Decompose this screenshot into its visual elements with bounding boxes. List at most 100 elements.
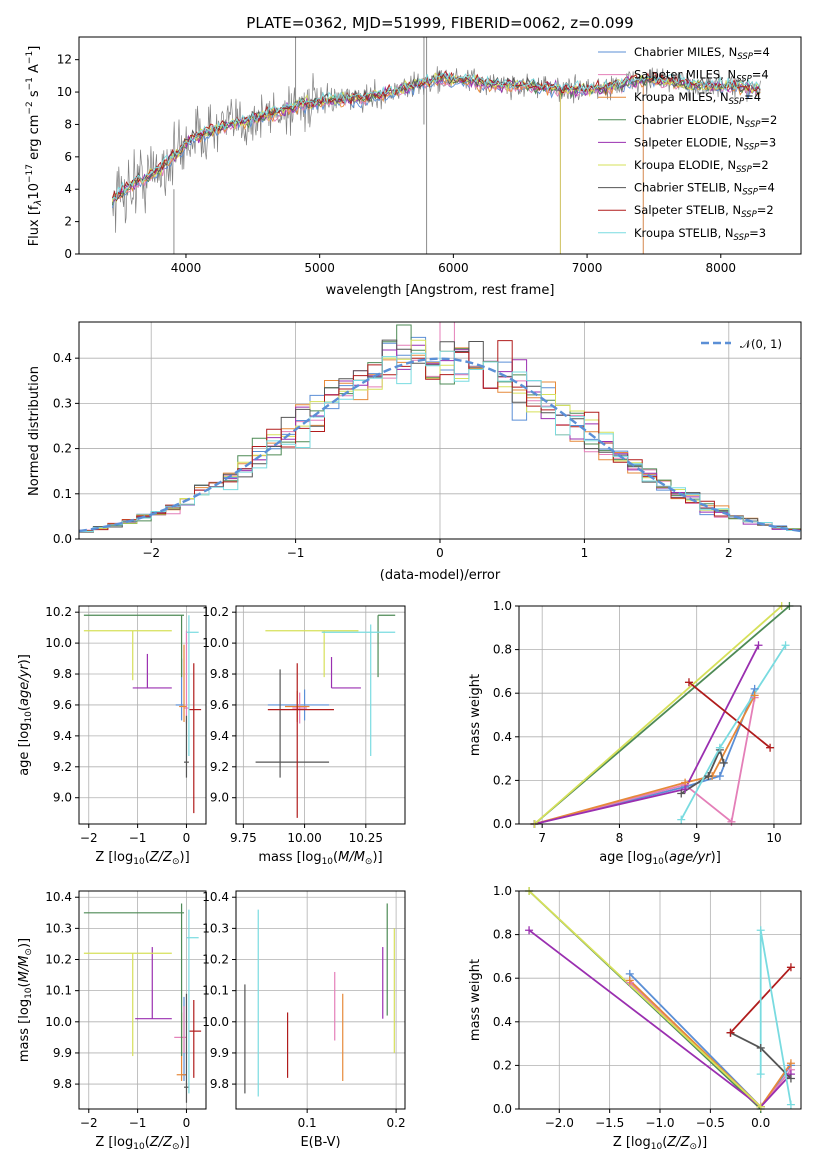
spectrum-xtick-label: 5000: [304, 261, 335, 275]
ageZ-ylabel: age [log10(age/yr)]: [17, 654, 34, 776]
wAge-line-kroupa-miles: [534, 694, 756, 824]
massEbv-xtick-label: 0.1: [298, 1116, 317, 1130]
ageM-xlabel: mass [log10(M/M⊙)]: [258, 850, 382, 867]
wZ-marker-kroupa-miles: [786, 1059, 795, 1068]
wZ-marker-kroupa-stelib: [756, 926, 765, 935]
hist-xtick-label: −1: [287, 546, 305, 560]
massEbv-xlabel: E(B-V): [300, 1135, 340, 1150]
legend-label-chabrier-miles: Chabrier MILES, NSSP=4: [634, 45, 770, 62]
hist-frame: [78, 321, 802, 540]
wAge-line-salpeter-stelib: [688, 681, 771, 749]
wAge-marker-kroupa-stelib: [677, 815, 686, 824]
spectrum-xtick-label: 4000: [171, 261, 202, 275]
wAge-marker-kroupa-stelib: [781, 641, 790, 650]
wZ-marker-salpeter-stelib: [726, 1028, 735, 1037]
wAge-xtick-label: 9: [693, 831, 701, 845]
wAge-marker-kroupa-stelib: [715, 743, 724, 752]
wZ-xlabel: Z [log10(Z/Z⊙)]: [613, 1135, 707, 1152]
clip-massZ-group: [83, 903, 202, 1103]
wAge-marker-kroupa-miles: [750, 691, 759, 700]
wAge-marker-salpeter-elodie: [681, 785, 690, 794]
wZ-marker-chabrier-stelib: [786, 1074, 795, 1083]
wZ-xtick-label: −0.5: [696, 1116, 725, 1130]
hist-xtick-label: −2: [142, 546, 160, 560]
hist-ytick-label: 0.0: [53, 532, 72, 546]
wZ-xtick-label: 0.0: [751, 1116, 770, 1130]
wZ-marker-kroupa-miles: [625, 976, 634, 985]
ageM-ytick-label: 10.0: [202, 636, 229, 650]
clip-spec-group: [111, 37, 761, 254]
wZ-marker-salpeter-elodie: [525, 926, 534, 935]
spectrum-ytick-label: 10: [57, 85, 72, 99]
wZ-marker-salpeter-stelib: [786, 963, 795, 972]
wAge-line-salpeter-miles: [534, 697, 756, 824]
massZ-xlabel: Z [log10(Z/Z⊙)]: [95, 1135, 189, 1152]
massEbv-ytick-label: 10.4: [202, 890, 229, 904]
spectrum-xtick-label: 6000: [438, 261, 469, 275]
ageM-ytick-label: 9.6: [210, 698, 229, 712]
hist-normal-curve: [79, 357, 801, 533]
wZ-xtick-label: −2.0: [545, 1116, 574, 1130]
massZ-ytick-label: 10.1: [45, 984, 72, 998]
wAge-ytick-label: 1.0: [493, 599, 512, 613]
wAge-ytick-label: 0.8: [493, 643, 512, 657]
ageM-xtick-label: 9.75: [230, 831, 257, 845]
legend-label-kroupa-stelib: Kroupa STELIB, NSSP=3: [634, 226, 766, 243]
hist-step-salpeter-stelib: [79, 340, 801, 532]
hist-ytick-label: 0.1: [53, 487, 72, 501]
wZ-ylabel: mass weight: [468, 959, 483, 1041]
hist-xtick-label: 1: [581, 546, 589, 560]
clip-hist-group: [79, 322, 801, 533]
wAge-xtick-label: 7: [538, 831, 546, 845]
wZ-ytick-label: 0.0: [493, 1102, 512, 1116]
massZ-ytick-label: 10.3: [45, 921, 72, 935]
wAge-ytick-label: 0.2: [493, 773, 512, 787]
spectrum-ytick-label: 12: [57, 53, 72, 67]
ageM-ytick-label: 10.2: [202, 605, 229, 619]
ageZ-ytick-label: 9.2: [53, 760, 72, 774]
spectrum-xtick-label: 7000: [572, 261, 603, 275]
massEbv-ytick-label: 10.2: [202, 953, 229, 967]
wZ-marker-kroupa-stelib: [756, 1070, 765, 1079]
massEbv-ytick-label: 10.3: [202, 921, 229, 935]
ageM-xtick-label: 10.25: [349, 831, 383, 845]
legend-label-chabrier-stelib: Chabrier STELIB, NSSP=4: [634, 181, 775, 198]
wAge-marker-salpeter-elodie: [754, 641, 763, 650]
spectrum-ytick-label: 4: [64, 182, 72, 196]
spectrum-ytick-label: 2: [64, 215, 72, 229]
ageZ-ytick-label: 9.6: [53, 698, 72, 712]
wAge-xlabel: age [log10(age/yr)]: [599, 850, 721, 867]
ageM-ytick-label: 9.8: [210, 667, 229, 681]
ageZ-frame: [78, 605, 207, 825]
wAge-line-kroupa-elodie: [533, 606, 783, 824]
wAge-line-chabrier-stelib: [680, 747, 725, 795]
hist-legend-label: 𝒩(0, 1): [740, 337, 782, 351]
ageM-xtick-label: 10.00: [287, 831, 321, 845]
wAge-ytick-label: 0.4: [493, 730, 512, 744]
wZ-line-kroupa-elodie: [528, 891, 762, 1108]
clip-ageZ-group: [83, 614, 202, 814]
ageZ-ytick-label: 9.8: [53, 667, 72, 681]
ageZ-ytick-label: 9.4: [53, 729, 72, 743]
wZ-line-kroupa-stelib: [759, 930, 792, 1105]
wAge-marker-chabrier-miles: [715, 772, 724, 781]
hist-xlabel: (data-model)/error: [380, 568, 501, 583]
legend-label-salpeter-elodie: Salpeter ELODIE, NSSP=3: [634, 135, 776, 152]
hist-step-kroupa-stelib: [79, 350, 801, 532]
wZ-ytick-label: 0.2: [493, 1058, 512, 1072]
massZ-frame: [78, 890, 207, 1110]
wAge-marker-chabrier-stelib: [704, 772, 713, 781]
ageZ-xlabel: Z [log10(Z/Z⊙)]: [95, 850, 189, 867]
massEbv-ytick-label: 9.8: [210, 1077, 229, 1091]
wAge-marker-chabrier-stelib: [719, 758, 728, 767]
hist-ytick-label: 0.4: [53, 351, 72, 365]
spectrum-ytick-label: 6: [64, 150, 72, 164]
legend-label-chabrier-elodie: Chabrier ELODIE, NSSP=2: [634, 113, 777, 130]
legend-label-kroupa-miles: Kroupa MILES, NSSP=4: [634, 90, 761, 107]
hist-ytick-label: 0.2: [53, 442, 72, 456]
massZ-xtick-label: −2: [80, 1116, 98, 1130]
spectrum-model-kroupa-stelib: [112, 71, 761, 201]
wAge-ytick-label: 0.6: [493, 686, 512, 700]
wZ-marker-kroupa-stelib: [786, 1100, 795, 1109]
ageM-frame: [235, 605, 406, 825]
